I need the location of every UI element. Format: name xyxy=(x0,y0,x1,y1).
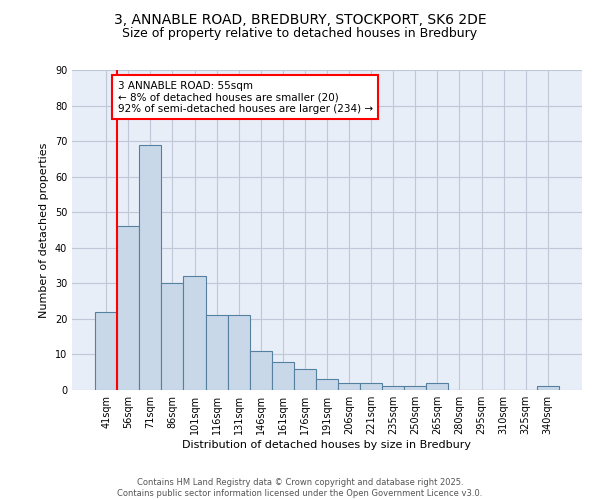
Bar xyxy=(427,383,448,390)
Text: 3, ANNABLE ROAD, BREDBURY, STOCKPORT, SK6 2DE: 3, ANNABLE ROAD, BREDBURY, STOCKPORT, SK… xyxy=(113,12,487,26)
Bar xyxy=(139,144,161,390)
Bar xyxy=(227,316,250,390)
Bar xyxy=(316,380,338,390)
X-axis label: Distribution of detached houses by size in Bredbury: Distribution of detached houses by size … xyxy=(182,440,472,450)
Y-axis label: Number of detached properties: Number of detached properties xyxy=(39,142,49,318)
Bar xyxy=(206,316,227,390)
Text: Contains HM Land Registry data © Crown copyright and database right 2025.
Contai: Contains HM Land Registry data © Crown c… xyxy=(118,478,482,498)
Bar xyxy=(404,386,427,390)
Bar xyxy=(184,276,206,390)
Bar xyxy=(537,386,559,390)
Text: Size of property relative to detached houses in Bredbury: Size of property relative to detached ho… xyxy=(122,28,478,40)
Bar xyxy=(294,368,316,390)
Bar xyxy=(117,226,139,390)
Bar xyxy=(272,362,294,390)
Bar xyxy=(360,383,382,390)
Text: 3 ANNABLE ROAD: 55sqm
← 8% of detached houses are smaller (20)
92% of semi-detac: 3 ANNABLE ROAD: 55sqm ← 8% of detached h… xyxy=(118,80,373,114)
Bar xyxy=(338,383,360,390)
Bar xyxy=(161,284,184,390)
Bar xyxy=(250,351,272,390)
Bar xyxy=(382,386,404,390)
Bar xyxy=(95,312,117,390)
